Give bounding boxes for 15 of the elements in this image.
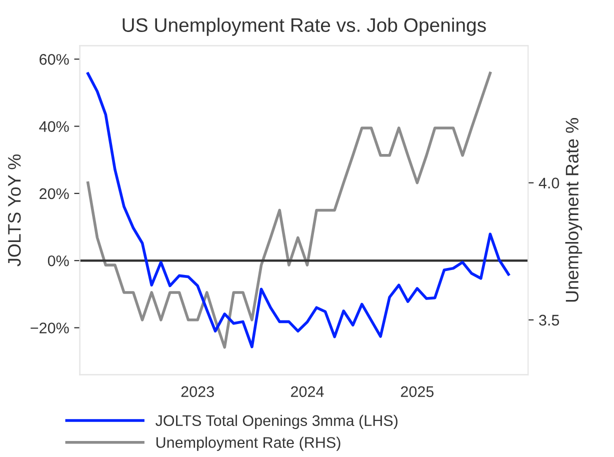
y-tick-label: 0% <box>48 255 69 266</box>
x-tick-label: 2023 <box>181 386 214 398</box>
x-tick-label: 2024 <box>291 386 324 398</box>
chart-title: US Unemployment Rate vs. Job Openings <box>122 18 486 36</box>
x-tick-label: 2025 <box>400 386 434 398</box>
y-tick-label: −20% <box>30 322 69 334</box>
y-tick-label: 20% <box>40 188 69 200</box>
y-tick-label: 60% <box>40 54 69 65</box>
y-tick-label: 40% <box>39 121 69 132</box>
y-axis-title: JOLTS YoY % <box>8 154 21 266</box>
y2-axis-title: Unemployment Rate % <box>565 118 582 302</box>
legend-label: JOLTS Total Openings 3mma (LHS) <box>156 414 398 430</box>
legend-label: Unemployment Rate (RHS) <box>156 436 340 451</box>
y2-tick-label: 4.0 <box>538 178 560 188</box>
y2-tick-label: 3.5 <box>539 314 560 326</box>
